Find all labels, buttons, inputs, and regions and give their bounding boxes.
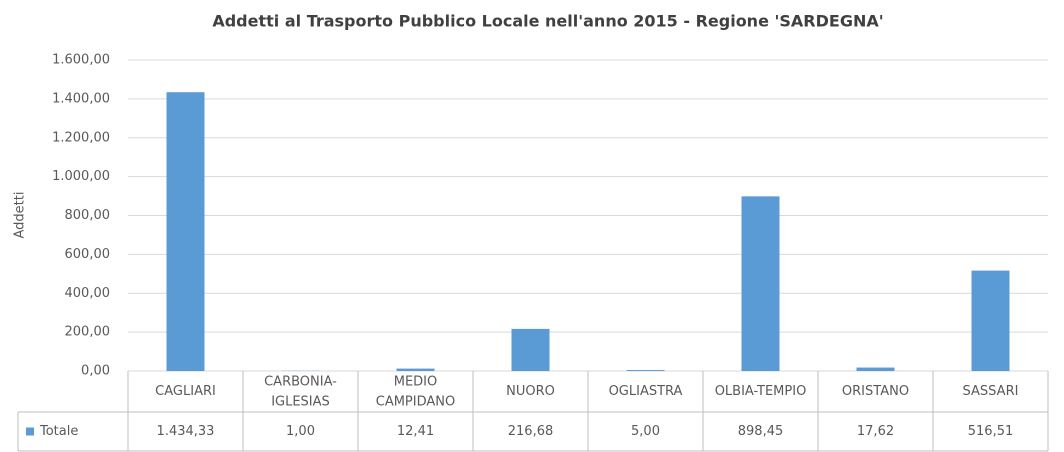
chart-title: Addetti al Trasporto Pubblico Locale nel… [212,12,883,31]
x-tick-label: MEDIO CAMPIDANO [376,374,456,409]
value-label: 1.434,33 [157,424,215,439]
value-label: 5,00 [631,424,660,439]
value-label: 898,45 [738,424,784,439]
y-tick-label: 400,00 [65,286,111,301]
bar [971,270,1010,371]
bar [856,367,895,371]
y-tick-label: 1.200,00 [52,130,110,145]
y-tick-label: 600,00 [65,247,111,262]
x-tick-label: OLBIA-TEMPIO [715,384,807,399]
value-label: 12,41 [397,424,434,439]
y-tick-label: 800,00 [65,208,111,223]
bar [741,196,780,371]
bar [396,368,435,371]
bar [166,92,205,372]
bar [626,370,665,371]
x-tick-label: OGLIASTRA [609,384,683,399]
legend-label: Totale [39,424,78,439]
x-tick-label: CAGLIARI [155,384,216,399]
y-tick-label: 1.600,00 [52,53,110,68]
y-axis-label: Addetti [13,192,28,239]
y-tick-label: 1.400,00 [52,91,110,106]
legend-key [26,427,34,436]
y-tick-label: 0,00 [81,364,110,379]
y-tick-label: 200,00 [65,325,111,340]
value-label: 516,51 [968,424,1014,439]
y-tick-label: 1.000,00 [52,169,110,184]
x-tick-label: SASSARI [963,384,1019,399]
x-tick-label: CARBONIA-IGLESIAS [264,374,337,409]
value-label: 17,62 [857,424,894,439]
x-tick-label: ORISTANO [842,384,909,399]
bar [511,328,550,371]
x-tick-label: NUORO [506,384,555,399]
value-label: 216,68 [508,424,554,439]
value-label: 1,00 [286,424,315,439]
